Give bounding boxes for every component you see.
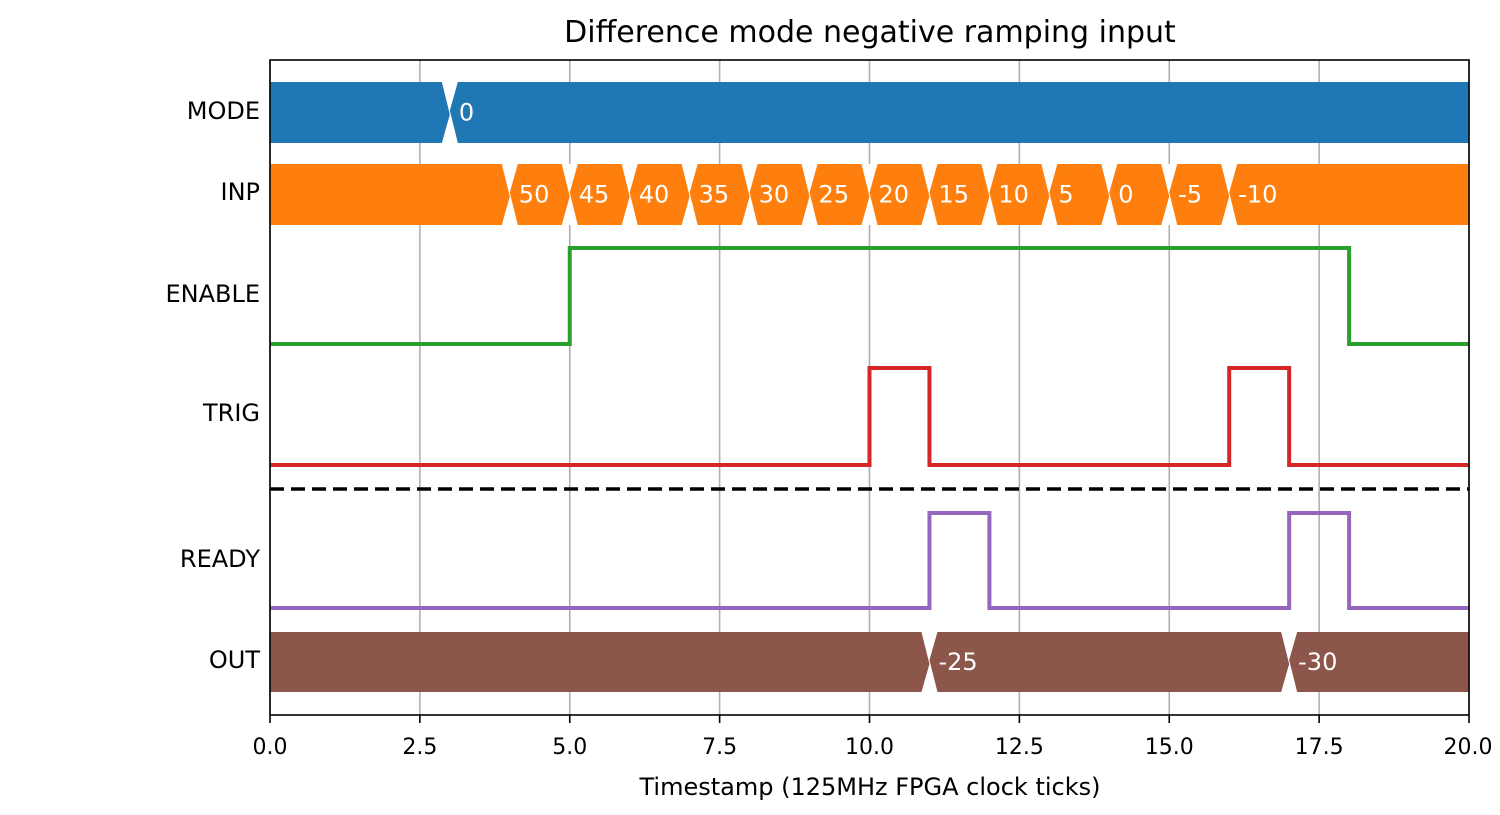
bus-transition <box>1281 632 1298 692</box>
x-tick-label: 2.5 <box>402 735 437 760</box>
digital-trace <box>270 366 1469 467</box>
signal-ready <box>270 511 1469 610</box>
signal-label: OUT <box>209 646 260 674</box>
bus-value: 35 <box>699 181 730 209</box>
bus-value: 10 <box>998 181 1029 209</box>
chart-title: Difference mode negative ramping input <box>564 15 1176 50</box>
signal-label: ENABLE <box>165 280 260 308</box>
signal-trig <box>270 366 1469 467</box>
x-tick-label: 12.5 <box>995 735 1044 760</box>
signal-inp: 50 45 40 35 30 25 20 15 10 5 0 -5 -10 <box>270 164 1469 225</box>
x-axis-label: Timestamp (125MHz FPGA clock ticks) <box>639 773 1101 801</box>
bus-value: 45 <box>579 181 610 209</box>
x-tick-label: 17.5 <box>1295 735 1344 760</box>
x-tick-label: 20.0 <box>1444 735 1493 760</box>
x-tick-label: 5.0 <box>552 735 587 760</box>
digital-trace <box>270 511 1469 610</box>
bus-transition <box>861 164 878 225</box>
signal-label: TRIG <box>202 399 260 427</box>
bus-transition <box>501 164 518 225</box>
signal-label: MODE <box>187 97 260 125</box>
bus-value: 0 <box>1118 181 1133 209</box>
bus-transition <box>801 164 818 225</box>
bus-transition <box>921 632 938 692</box>
bus-value: -30 <box>1298 648 1337 676</box>
bus-transition <box>621 164 638 225</box>
bus-value: 5 <box>1058 181 1073 209</box>
bus-transition <box>1041 164 1058 225</box>
bus-transition <box>441 82 458 143</box>
bus-transition <box>1161 164 1178 225</box>
signal-label: INP <box>220 178 260 206</box>
bus-value: -10 <box>1238 181 1277 209</box>
signal-out: -25 -30 <box>270 632 1469 692</box>
signal-labels: MODE INP ENABLE TRIG READY OUT <box>165 97 260 674</box>
bus-value: 30 <box>759 181 790 209</box>
bus-value: 20 <box>879 181 910 209</box>
bus-transition <box>1101 164 1118 225</box>
x-tick-label: 10.0 <box>845 735 894 760</box>
bus-value: -25 <box>938 648 977 676</box>
bus-value: 15 <box>938 181 969 209</box>
bus-transition <box>561 164 578 225</box>
x-tick-label: 0.0 <box>253 735 288 760</box>
bus-band <box>270 82 1469 143</box>
bus-value: 40 <box>639 181 670 209</box>
digital-trace <box>270 246 1469 346</box>
bus-band <box>270 632 1469 692</box>
x-tick-label: 7.5 <box>702 735 737 760</box>
signal-label: READY <box>180 545 260 573</box>
x-tick-label: 15.0 <box>1145 735 1194 760</box>
signal-traces: 050 45 40 35 30 25 20 15 10 5 0 -5 -10-25 -30 <box>270 82 1469 692</box>
x-axis: 0.0 2.5 5.0 7.5 10.0 12.5 15.0 17.5 20.0 <box>253 59 1493 760</box>
bus-value: -5 <box>1178 181 1202 209</box>
bus-transition <box>921 164 938 225</box>
bus-value: 50 <box>519 181 550 209</box>
bus-transition <box>1221 164 1238 225</box>
bus-transition <box>981 164 998 225</box>
bus-value: 0 <box>459 99 474 127</box>
bus-value: 25 <box>819 181 850 209</box>
signal-mode: 0 <box>270 82 1469 143</box>
bus-transition <box>681 164 698 225</box>
signal-enable <box>270 246 1469 346</box>
bus-transition <box>741 164 758 225</box>
